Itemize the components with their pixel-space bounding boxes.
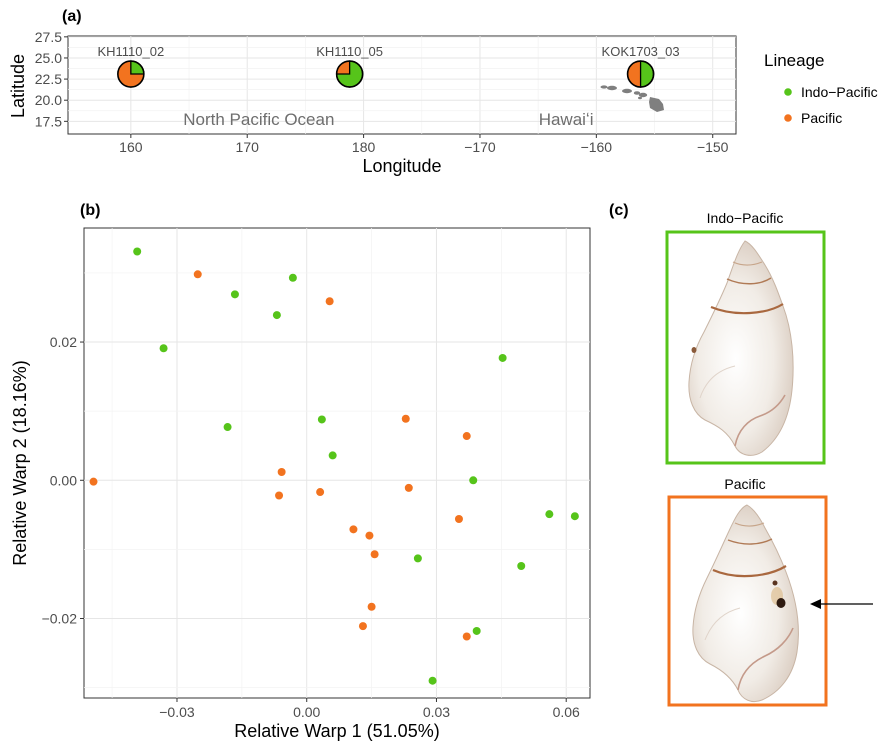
shell-image-indo-pacific <box>688 240 794 456</box>
map-y-tick-label: 20.0 <box>35 92 62 108</box>
warp-point-indo-pacific <box>272 311 281 320</box>
map-y-tick-label: 22.5 <box>35 71 62 87</box>
map-x-tick-label: 160 <box>119 139 143 155</box>
lineage-legend: Lineage Indo−Pacific Pacific <box>764 51 878 126</box>
warp-point-pacific <box>193 270 202 279</box>
warp-point-indo-pacific <box>288 273 297 282</box>
warp-point-indo-pacific <box>545 510 554 519</box>
pie-outline <box>626 60 655 88</box>
warp-point-pacific <box>325 297 334 306</box>
warp-y-axis-title: Relative Warp 2 (18.16%) <box>10 360 30 565</box>
warp-y-tick-label: −0.02 <box>42 611 78 627</box>
warp-y-tick-label: 0.02 <box>50 334 77 350</box>
warp-point-indo-pacific <box>133 247 142 256</box>
legend-label-pacific: Pacific <box>801 110 842 126</box>
panel-b-label: (b) <box>80 202 100 219</box>
map-x-tick-label: −170 <box>464 139 496 155</box>
shell-title-indo-pacific: Indo−Pacific <box>707 210 784 226</box>
map-place-labels: North Pacific Ocean Hawaiʻi <box>183 110 593 129</box>
warp-point-indo-pacific <box>472 626 481 635</box>
warp-point-pacific <box>454 514 463 523</box>
hawaii-islands <box>600 85 664 112</box>
shell-image-pacific <box>692 504 799 703</box>
map-gridlines <box>68 36 736 134</box>
warp-point-indo-pacific <box>328 451 337 460</box>
warp-point-indo-pacific <box>413 554 422 563</box>
warp-point-indo-pacific <box>517 561 526 570</box>
warp-point-indo-pacific <box>230 290 239 299</box>
shell-title-pacific: Pacific <box>724 476 765 492</box>
warp-point-pacific <box>316 488 325 497</box>
warp-x-tick-label: 0.06 <box>553 704 580 720</box>
warp-point-indo-pacific <box>428 676 437 685</box>
map-x-axis-title: Longitude <box>362 156 441 176</box>
map-y-axis-title: Latitude <box>8 54 28 118</box>
map-axes: 160 170 180 −170 −160 −150 17.5 20.0 22.5 25.0 27.… <box>35 29 729 155</box>
warp-points <box>89 247 579 685</box>
legend-key-pacific <box>784 114 792 122</box>
map-y-tick-label: 17.5 <box>35 113 62 129</box>
station-pie: KH1110_05 <box>316 44 383 88</box>
warp-point-pacific <box>401 414 410 423</box>
warp-scatter-panel: −0.03 0.00 0.03 0.06 −0.02 0.00 0.02 <box>42 227 591 720</box>
map-y-tick-label: 25.0 <box>35 50 62 66</box>
map-y-tick-label: 27.5 <box>35 29 62 45</box>
warp-point-indo-pacific <box>317 415 326 424</box>
panel-a-label: (a) <box>62 8 82 25</box>
warp-x-tick-label: −0.03 <box>159 704 195 720</box>
warp-point-pacific <box>275 491 284 500</box>
warp-x-axis-title: Relative Warp 1 (51.05%) <box>234 721 439 741</box>
legend-title: Lineage <box>764 51 825 70</box>
legend-key-indo-pacific <box>784 88 792 96</box>
warp-point-pacific <box>370 550 379 559</box>
pie-outline <box>335 60 364 88</box>
warp-x-tick-label: 0.03 <box>423 704 450 720</box>
warp-axes: −0.03 0.00 0.03 0.06 −0.02 0.00 0.02 <box>42 334 580 720</box>
warp-point-indo-pacific <box>469 476 478 485</box>
station-pie: KH1110_02 <box>97 44 164 88</box>
panel-c-label: (c) <box>609 202 629 219</box>
map-place-label: Hawaiʻi <box>539 110 594 129</box>
warp-point-pacific <box>89 477 98 486</box>
warp-point-pacific <box>358 622 367 631</box>
warp-point-indo-pacific <box>498 353 507 362</box>
pie-outline <box>117 60 145 88</box>
map-place-label: North Pacific Ocean <box>183 110 334 129</box>
map-plot-background <box>67 35 737 135</box>
warp-point-pacific <box>277 467 286 476</box>
warp-plot-background <box>83 227 591 699</box>
map-x-tick-label: 170 <box>236 139 260 155</box>
warp-x-tick-label: 0.00 <box>293 704 320 720</box>
warp-point-pacific <box>367 602 376 611</box>
warp-point-pacific <box>404 483 413 492</box>
map-x-tick-label: 180 <box>352 139 376 155</box>
map-x-tick-label: −160 <box>581 139 613 155</box>
station-label: KH1110_05 <box>316 44 383 59</box>
pointer-arrow <box>810 599 873 609</box>
warp-point-pacific <box>349 525 358 534</box>
warp-point-indo-pacific <box>223 423 232 432</box>
warp-point-indo-pacific <box>159 344 168 353</box>
warp-point-indo-pacific <box>570 512 579 521</box>
map-station-pies: KH1110_02 KH1110_05 KOK1703_03 <box>97 44 680 88</box>
map-x-tick-label: −150 <box>697 139 729 155</box>
map-panel: North Pacific Ocean Hawaiʻi KH1110_02 KH11… <box>35 29 737 155</box>
legend-label-indo-pacific: Indo−Pacific <box>801 84 878 100</box>
station-label: KH1110_02 <box>97 44 164 59</box>
warp-point-pacific <box>365 531 374 540</box>
warp-point-pacific <box>462 632 471 641</box>
warp-point-pacific <box>462 432 471 441</box>
warp-gridlines <box>84 228 590 698</box>
station-pie: KOK1703_03 <box>602 44 680 88</box>
station-label: KOK1703_03 <box>602 44 680 59</box>
warp-y-tick-label: 0.00 <box>50 472 77 488</box>
